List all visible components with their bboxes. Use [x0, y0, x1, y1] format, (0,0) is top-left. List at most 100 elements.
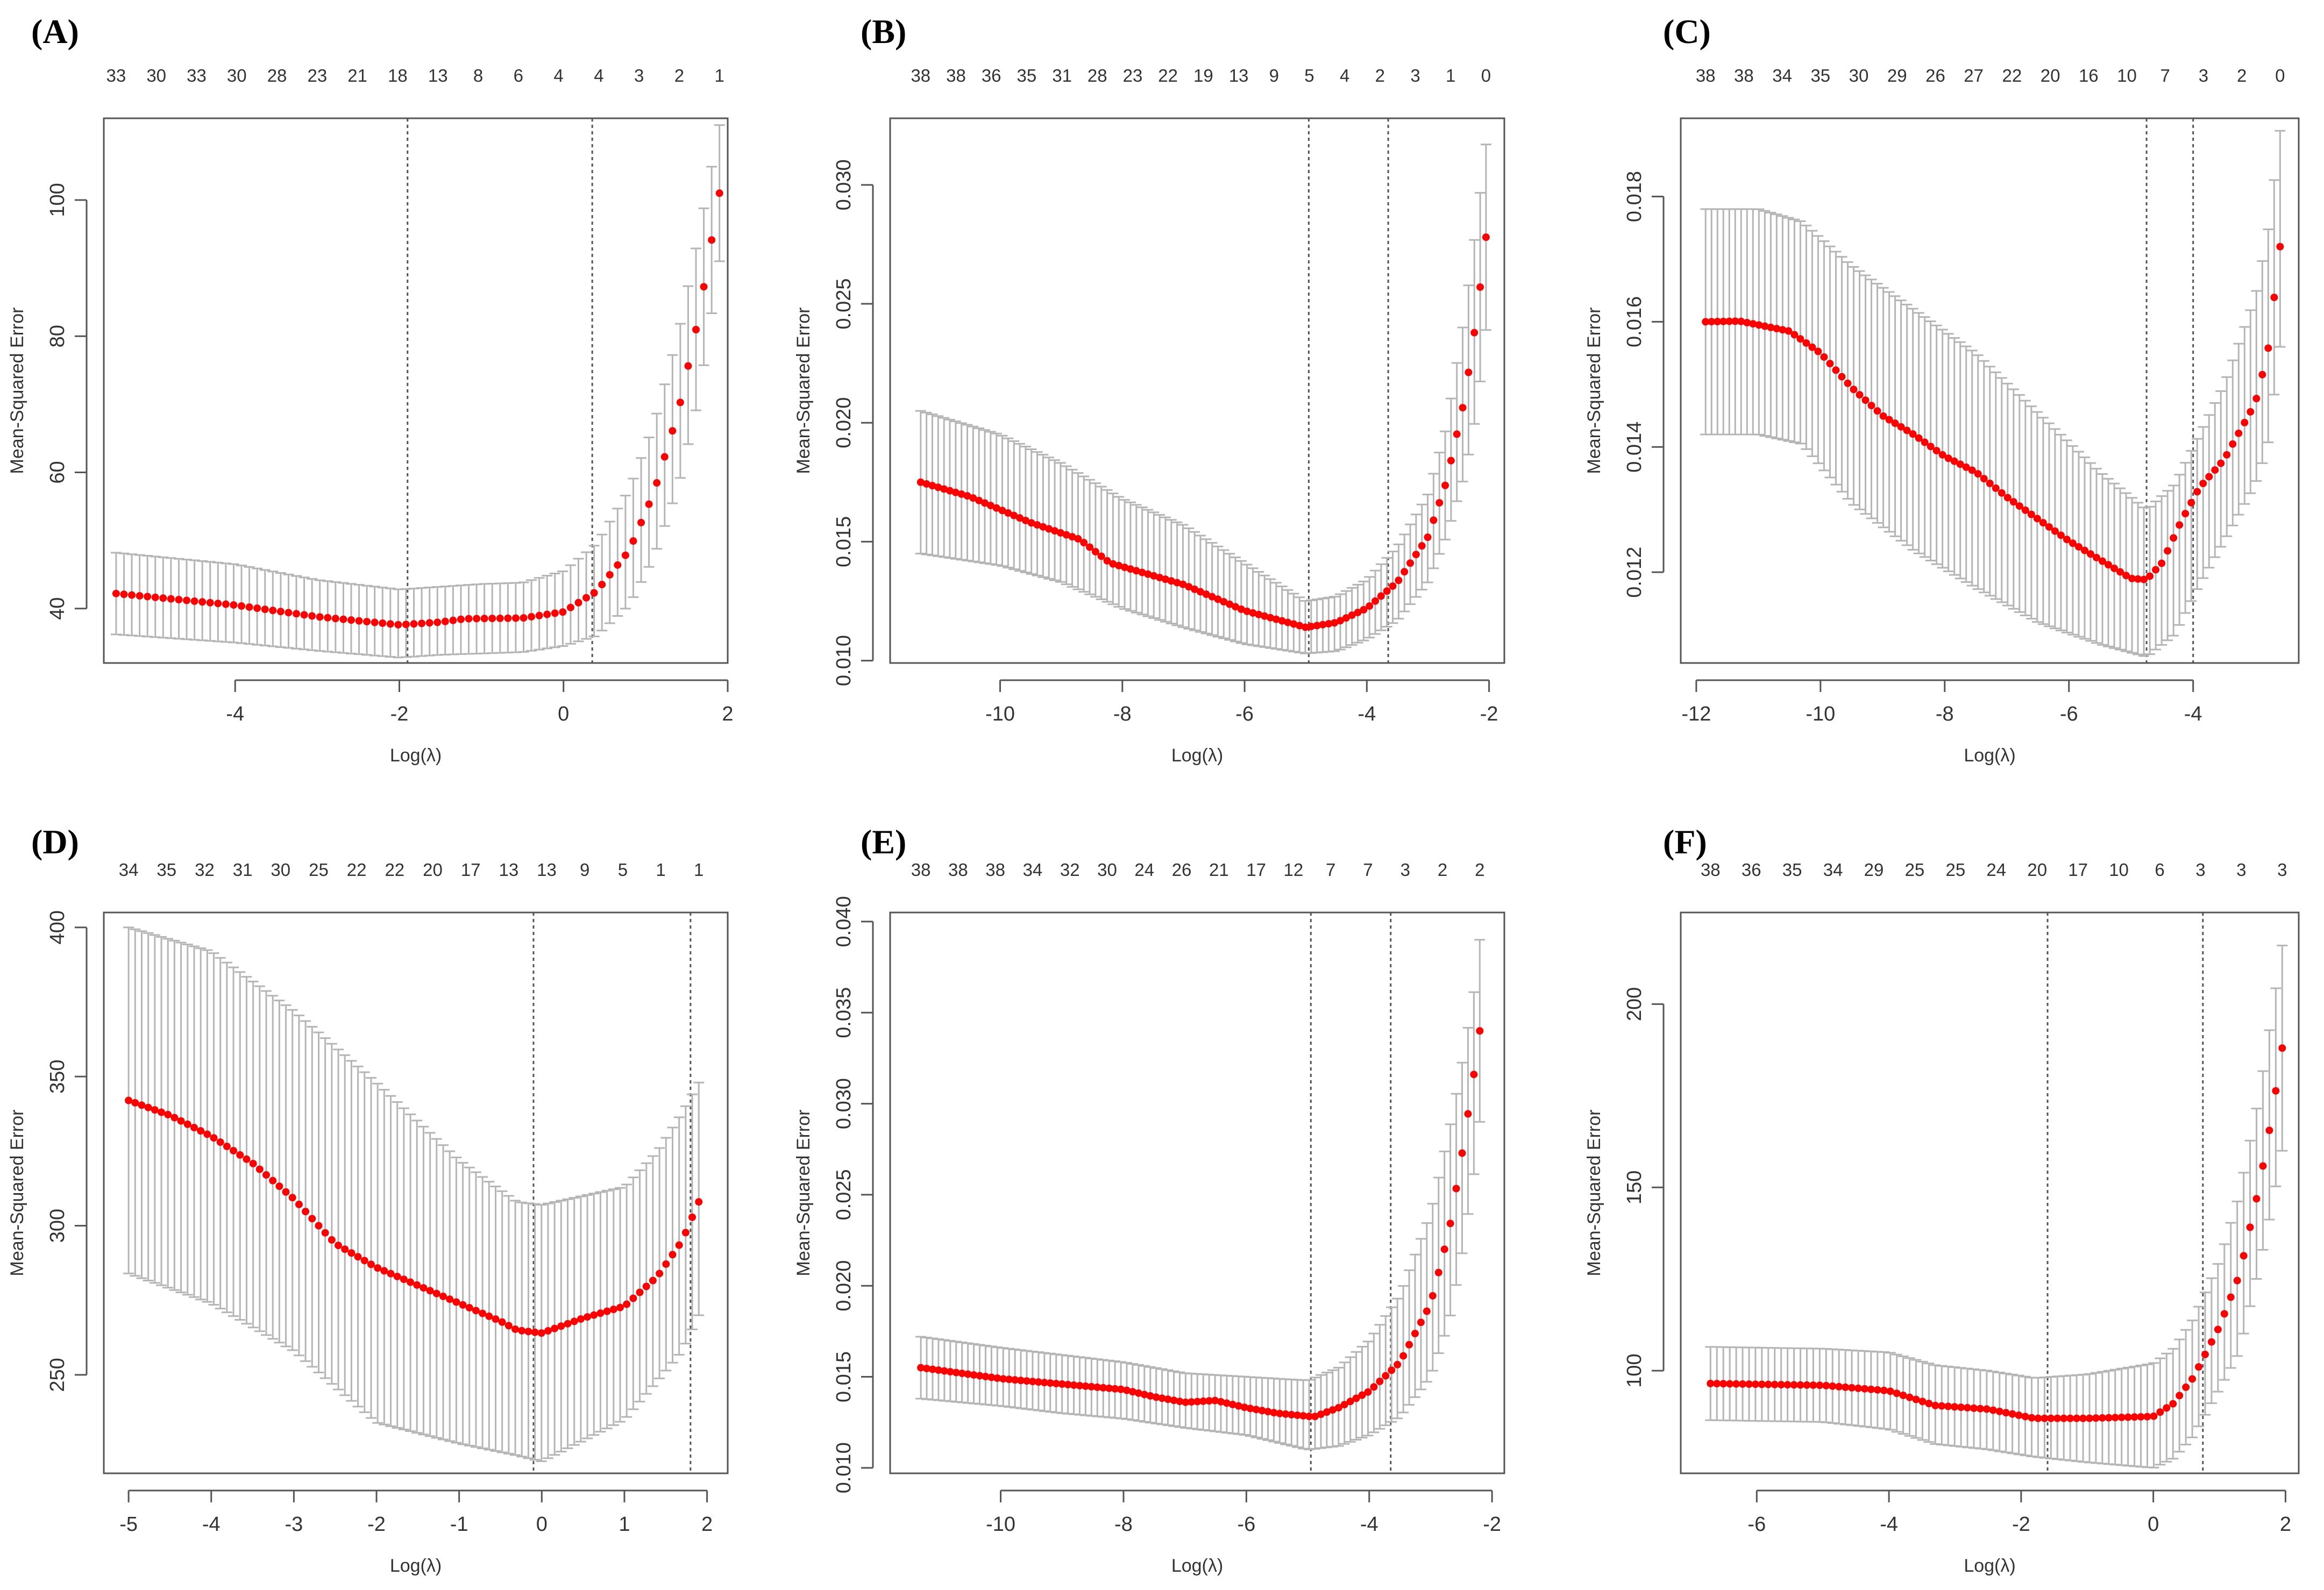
- plot-frame: [103, 117, 729, 664]
- mse-point: [964, 1370, 972, 1378]
- mse-point: [1074, 534, 1082, 543]
- mse-point: [566, 603, 574, 611]
- mse-point: [1796, 335, 1804, 343]
- mse-point: [285, 609, 293, 617]
- x-axis: -6 -4 -2 0 2: [1747, 1489, 2291, 1536]
- mse-point: [1138, 568, 1146, 576]
- mse-point: [1976, 1404, 1984, 1413]
- mse-point: [511, 1325, 520, 1333]
- mse-point: [2066, 1414, 2074, 1422]
- mse-point: [452, 1298, 460, 1306]
- plot-frame: [1680, 911, 2300, 1474]
- mse-point: [656, 1270, 664, 1278]
- mse-point: [1023, 1377, 1031, 1385]
- mse-point: [1099, 1384, 1107, 1392]
- mse-point: [1927, 443, 1935, 451]
- mse-point: [2039, 519, 2047, 527]
- mse-point: [1428, 1292, 1437, 1300]
- mse-point: [1021, 516, 1029, 524]
- mse-point: [2137, 1413, 2145, 1421]
- mse-point: [1246, 1404, 1254, 1413]
- mse-point: [465, 615, 473, 623]
- error-bars: [1700, 130, 2286, 657]
- mse-point: [1056, 529, 1064, 537]
- mse-point: [2182, 1383, 2190, 1391]
- mse-point: [1039, 523, 1047, 531]
- mse-point: [1272, 615, 1280, 623]
- mse-point: [1185, 583, 1193, 591]
- top-axis-label: 22: [1158, 66, 1178, 85]
- mse-point: [1364, 1388, 1372, 1396]
- mse-point: [637, 518, 645, 526]
- x-tick-label: -4: [2184, 703, 2202, 725]
- x-tick-label: -2: [2012, 1513, 2030, 1536]
- mse-point: [1714, 318, 1722, 326]
- mse-point: [1418, 542, 1426, 550]
- top-axis-label: 13: [537, 860, 557, 880]
- mse-point: [2085, 1414, 2093, 1422]
- mse-point: [2158, 559, 2166, 567]
- mse-point: [1076, 1381, 1084, 1389]
- mse-point: [2169, 1400, 2177, 1408]
- y-axis: 250 300 350 400: [46, 910, 88, 1392]
- mse-point: [216, 1138, 224, 1146]
- mse-point: [1401, 568, 1409, 576]
- mse-point: [1064, 1381, 1072, 1389]
- mse-point: [1809, 1381, 1817, 1389]
- mse-point: [946, 1368, 954, 1376]
- mse-point: [1199, 1397, 1207, 1405]
- mse-point: [1938, 1402, 1946, 1410]
- mse-point: [2201, 1350, 2209, 1358]
- mse-point: [1117, 1385, 1125, 1393]
- mse-point: [1879, 412, 1887, 420]
- mse-point: [1317, 1410, 1325, 1418]
- mse-point: [2252, 1195, 2261, 1203]
- mse-point: [1885, 416, 1893, 424]
- mse-point: [2015, 1411, 2023, 1420]
- mse-point: [190, 1124, 198, 1132]
- mse-point: [1045, 525, 1053, 533]
- mse-point: [1854, 1384, 1863, 1392]
- mse-point: [1982, 1405, 1991, 1413]
- top-axis-label: 1: [656, 860, 665, 880]
- x-axis-title: Log(λ): [1964, 745, 2015, 766]
- mse-point: [479, 1309, 487, 1317]
- top-axis-label: 33: [106, 66, 126, 85]
- y-tick-label: 350: [46, 1059, 69, 1093]
- mse-point: [1105, 1384, 1113, 1392]
- mse-point: [144, 1103, 152, 1111]
- mse-point: [2033, 515, 2041, 523]
- mse-point: [402, 621, 410, 629]
- mse-point: [112, 589, 120, 597]
- mse-point: [2045, 523, 2053, 531]
- mse-point: [1161, 575, 1169, 583]
- y-tick-label: 0.010: [833, 1442, 855, 1493]
- mse-point: [374, 1264, 382, 1272]
- mse-point: [1240, 1403, 1248, 1411]
- mse-point: [2265, 1126, 2273, 1135]
- mse-point: [2223, 451, 2231, 459]
- top-axis-label: 24: [1986, 860, 2006, 880]
- mse-point: [524, 1328, 532, 1336]
- mse-point: [1440, 1245, 1448, 1253]
- mse-points: [1707, 1044, 2286, 1422]
- mse-point: [653, 479, 661, 487]
- mse-point: [1482, 233, 1490, 241]
- mse-point: [958, 1370, 966, 1378]
- panel-label: (A): [31, 12, 79, 51]
- mse-point: [1861, 396, 1870, 404]
- mse-point: [253, 604, 261, 612]
- mse-point: [1179, 580, 1187, 588]
- mse-point: [1294, 1411, 1302, 1419]
- top-axis-label: 3: [2236, 860, 2246, 880]
- mse-point: [1814, 347, 1822, 355]
- mse-point: [371, 618, 379, 626]
- mse-point: [1891, 419, 1899, 427]
- panel-d: (D) -5 -4 -3 -2 -1 0 1 2 Log(λ) 250 300 350 400 Mean-S…: [7, 823, 729, 1576]
- mse-point: [952, 1368, 960, 1377]
- mse-point: [923, 1365, 931, 1373]
- mse-point: [917, 1364, 925, 1372]
- mse-point: [1743, 318, 1751, 326]
- mse-point: [2092, 553, 2100, 561]
- mse-point: [1331, 619, 1339, 627]
